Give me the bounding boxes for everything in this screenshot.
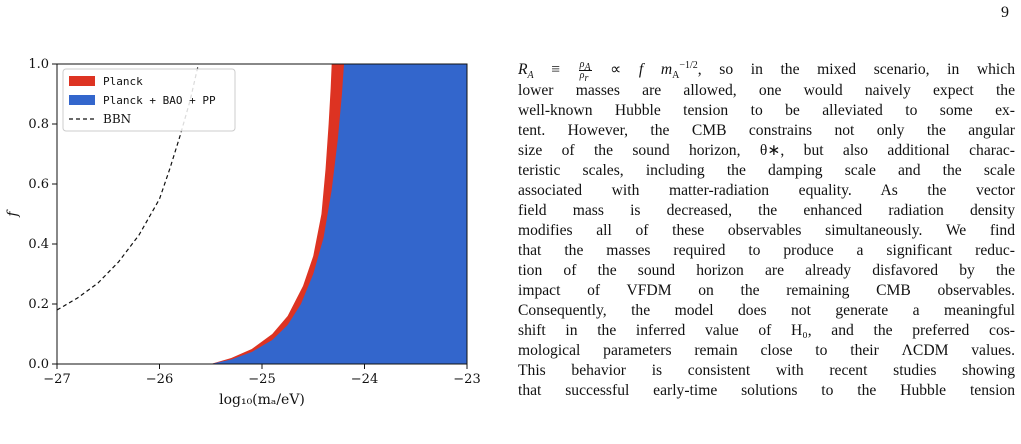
text-line-1: RA ≡ ρA ρr ∝ f mA−1/2, so in the mixed sc… <box>518 59 1015 84</box>
legend-box <box>62 68 236 132</box>
constraint-chart: −27 −26 −25 −24 −23 0.0 0.2 0.4 0.6 0.8 1.0 log₁₀(m… <box>5 57 481 408</box>
y-axis-label: f <box>5 209 21 218</box>
legend-label: Planck <box>103 75 143 88</box>
x-axis-label: log₁₀(mₐ/eV) <box>219 392 305 408</box>
text-line-9: modifies all of these observables simult… <box>518 222 1015 239</box>
x-tick-label: −23 <box>453 372 480 387</box>
text-line-12: impact of VFDM on the remaining CMB obse… <box>518 282 1015 299</box>
legend-swatch-planck-bao-pp <box>69 95 95 105</box>
text-line-8: field mass is decreased, the enhanced ra… <box>518 202 1015 219</box>
x-tick-label: −26 <box>146 372 173 387</box>
text-line-13: Consequently, the model does not generat… <box>518 302 1015 319</box>
y-tick-label: 0.8 <box>28 117 49 132</box>
x-tick-label: −27 <box>43 372 70 387</box>
y-tick-label: 0.2 <box>28 297 49 312</box>
page-number: 9 <box>1001 4 1009 21</box>
legend-label: Planck + BAO + PP <box>103 94 216 107</box>
text-line-5: size of the sound horizon, θ∗, but also … <box>518 142 1015 159</box>
text-line-3: well-known Hubble tension to be alleviat… <box>518 102 1015 119</box>
parameter-constraint-figure: −27 −26 −25 −24 −23 0.0 0.2 0.4 0.6 0.8 1.0 log₁₀(m… <box>0 0 490 444</box>
y-tick-label: 0.4 <box>28 237 49 252</box>
y-tick-label: 1.0 <box>28 57 49 72</box>
legend-swatch-planck <box>69 76 95 86</box>
text-line-16: This behavior is consistent with recent … <box>518 362 1015 379</box>
text-line-2: lower masses are allowed, one would naiv… <box>518 82 1015 99</box>
x-tick-label: −25 <box>248 372 275 387</box>
text-line-14: shift in the inferred value of H₀, and t… <box>518 322 1015 339</box>
x-tick-label: −24 <box>351 372 378 387</box>
text-line-15: mological parameters remain close to the… <box>518 342 1015 359</box>
body-text: RA ≡ ρA ρr ∝ f mA−1/2, so in the mixed sc… <box>518 60 1015 401</box>
text-line-7: associated with matter-radiation equalit… <box>518 182 1015 199</box>
text-line-4: tent. However, the CMB constrains not on… <box>518 122 1015 139</box>
region-planck-bao-pp <box>210 64 467 364</box>
y-tick-label: 0.0 <box>28 357 49 372</box>
text-line-11: tion of the sound horizon are already di… <box>518 262 1015 279</box>
text-line-17: that successful early-time solutions to … <box>518 382 1015 399</box>
y-tick-label: 0.6 <box>28 177 49 192</box>
legend-label: BBN <box>103 112 131 126</box>
text-line-10: that the masses required to produce a si… <box>518 242 1015 259</box>
text-line-6: teristic scales, including the damping s… <box>518 162 1015 179</box>
